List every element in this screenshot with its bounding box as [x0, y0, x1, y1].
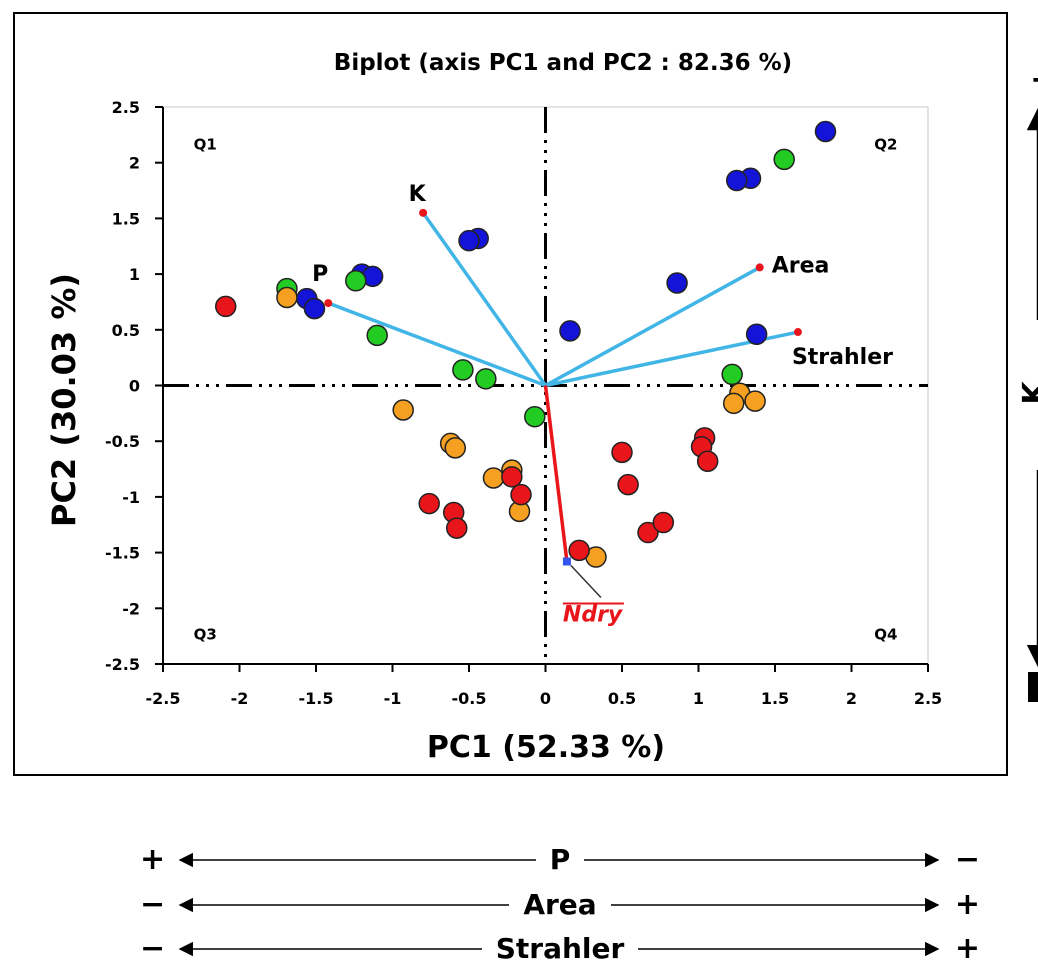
data-point: [214, 295, 237, 318]
quadrant-label: Q3: [194, 625, 217, 643]
data-point: [418, 492, 440, 515]
area-axis-row: − Area +: [140, 887, 980, 923]
strahler-axis-right-sign: +: [954, 931, 980, 966]
x-tick-label: 1: [693, 689, 704, 708]
x-tick-label: 1.5: [761, 689, 789, 708]
p-axis-right-sign: −: [954, 842, 980, 877]
data-point: [446, 517, 468, 539]
x-tick-label: -2: [231, 689, 249, 708]
vector-area: [544, 265, 761, 388]
vector-label-ndry: Ndry: [563, 603, 624, 628]
data-point: [744, 390, 766, 412]
data-point: [559, 320, 581, 342]
data-point: [276, 286, 298, 309]
chart-frame: [13, 12, 1008, 776]
data-point: [452, 359, 474, 381]
ndry-leader-line: [570, 564, 602, 599]
vector-label-area: Area: [772, 253, 830, 278]
y-tick-label: 1: [129, 265, 140, 284]
vector-p: [327, 301, 547, 388]
quadrant-label: Q1: [194, 135, 217, 153]
data-point: [696, 450, 719, 473]
data-point: [345, 270, 367, 292]
data-point: [617, 473, 639, 496]
strahler-axis-row: − Strahler +: [140, 931, 980, 967]
y-tick-label: 0: [129, 377, 140, 396]
x-tick-label: -1: [384, 689, 402, 708]
x-tick-label: 2: [846, 689, 857, 708]
data-point: [652, 511, 675, 534]
x-tick-label: 0: [540, 689, 551, 708]
vector-label-strahler: Strahler: [792, 345, 893, 370]
chart-title: Biplot (axis PC1 and PC2 : 82.36 %): [334, 50, 792, 76]
y-tick-label: 1.5: [112, 209, 140, 228]
vector-tip-area: [755, 263, 764, 272]
vector-tip-p: [324, 299, 333, 308]
data-point: [458, 229, 480, 252]
data-point: [773, 148, 795, 171]
area-axis-label: Area: [509, 888, 611, 921]
vector-tip-strahler: [793, 328, 802, 337]
p-axis-left-sign: +: [140, 842, 166, 877]
data-point: [366, 324, 388, 347]
y-tick-label: -2: [122, 599, 140, 618]
side-k-axis: + K: [1017, 60, 1038, 702]
vector-tip-ndry: [562, 557, 571, 566]
data-point: [721, 363, 743, 386]
side-k-minus-sign: [1028, 672, 1038, 702]
x-axis-label: PC1 (52.33 %): [427, 730, 665, 765]
y-tick-label: -1.5: [105, 544, 140, 563]
vector-label-p: P: [312, 262, 328, 287]
data-point: [475, 368, 497, 390]
x-tick-label: 0.5: [608, 689, 636, 708]
data-point: [501, 466, 523, 488]
vector-tip-k: [419, 208, 428, 217]
data-point: [303, 297, 326, 320]
y-tick-label: 0.5: [112, 321, 140, 340]
p-axis-label: P: [535, 843, 585, 876]
data-point: [726, 169, 748, 192]
strahler-axis-left-sign: −: [140, 931, 166, 966]
quadrant-label: Q2: [874, 135, 897, 153]
y-tick-label: -1: [122, 488, 140, 507]
data-point: [611, 441, 633, 464]
data-point: [444, 437, 466, 459]
side-k-plus-sign: +: [1030, 60, 1038, 98]
y-tick-label: 2: [129, 154, 140, 173]
data-point: [666, 272, 688, 294]
x-tick-label: -1.5: [299, 689, 334, 708]
vector-ndry: [543, 385, 569, 562]
y-tick-label: -0.5: [105, 432, 140, 451]
data-point: [637, 521, 659, 544]
data-point: [745, 323, 768, 346]
vector-k: [421, 211, 547, 387]
data-point: [510, 483, 532, 506]
y-axis-label: PC2 (30.03 %): [45, 273, 83, 527]
p-axis-row: + P −: [140, 842, 980, 878]
side-k-label: K: [1017, 380, 1038, 405]
x-tick-label: -2.5: [146, 689, 181, 708]
y-tick-label: -2.5: [105, 655, 140, 674]
vector-label-k: K: [409, 182, 427, 207]
data-point: [568, 539, 590, 562]
data-point: [524, 405, 546, 428]
quadrant-label: Q4: [874, 625, 897, 643]
y-tick-label: 2.5: [112, 98, 140, 117]
data-point: [814, 120, 837, 143]
x-tick-label: 2.5: [914, 689, 942, 708]
data-point: [392, 399, 414, 421]
data-point: [722, 392, 745, 415]
data-point: [482, 467, 505, 489]
plot-area: -2.5 -2 -1.5 -1 -0.5 0 0.5 1 1.5 2 2.5 2.5 2 1.5 1 0.5 0…: [105, 98, 942, 708]
strahler-axis-label: Strahler: [481, 932, 639, 965]
x-tick-label: -0.5: [452, 689, 487, 708]
area-axis-left-sign: −: [140, 887, 166, 922]
area-axis-right-sign: +: [954, 887, 980, 922]
